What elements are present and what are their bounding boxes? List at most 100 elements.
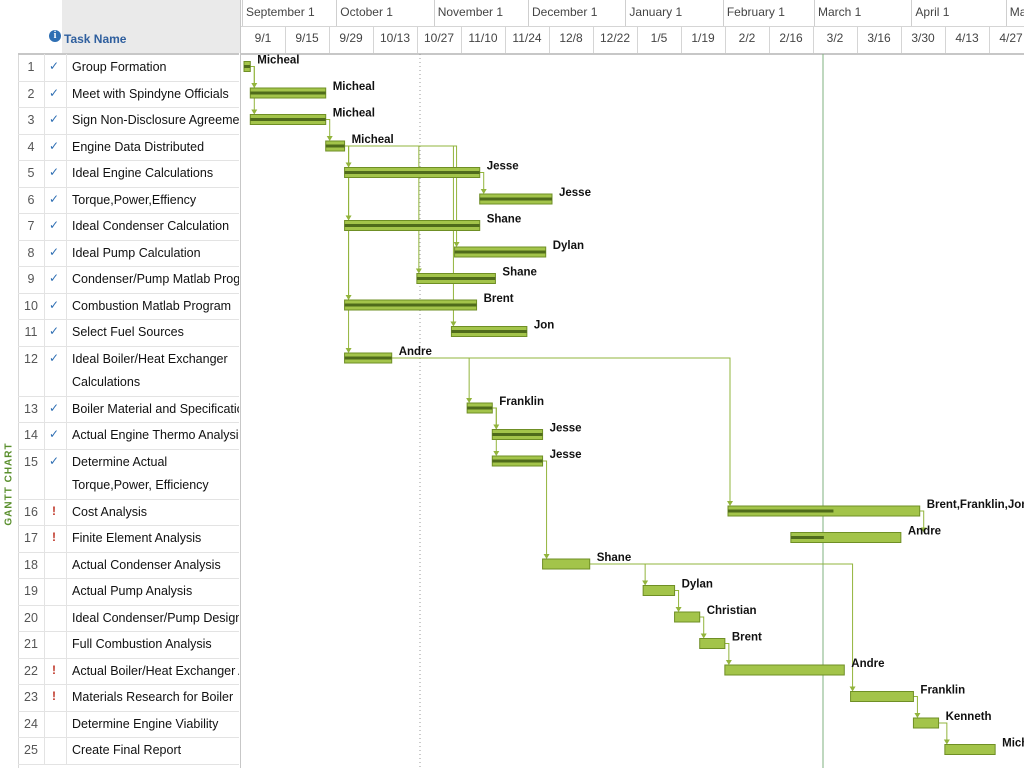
task-id: 17 [18,525,45,552]
dependency-link [724,643,730,662]
month-label: September 1 [246,5,315,19]
task-name[interactable]: Ideal Boiler/Heat Exchanger Calculations [66,345,239,396]
task-row[interactable]: 23! Materials Research for Boiler [18,684,239,712]
link-arrowhead [345,348,352,353]
task-row[interactable]: 14 ✓ Actual Engine Thermo Analysis [18,422,239,450]
complete-check-icon: ✓ [48,85,60,100]
task-name[interactable]: Determine Actual Torque,Power, Efficienc… [66,448,239,499]
complete-check-icon: ✓ [48,427,60,441]
task-id: 2 [18,80,45,107]
task-id: 18 [18,551,45,578]
resource-label: Shane [597,552,632,564]
resource-label: Kenneth [946,711,992,723]
task-name[interactable]: Ideal Condenser/Pump Design [66,604,239,631]
column-header-task-name[interactable]: Task Name [64,32,127,46]
task-row[interactable]: 17! Finite Element Analysis [18,525,239,553]
complete-check-icon: ✓ [48,59,60,73]
task-row[interactable]: 9✓ Condenser/Pump Matlab Program [18,266,239,294]
month-divider [433,0,435,26]
task-name[interactable]: Actual Boiler/Heat Exchanger Analys [66,657,239,684]
month-label: October 1 [340,5,393,19]
task-row[interactable]: 18 Actual Condenser Analysis [18,551,239,579]
task-name[interactable]: Boiler Material and Specifications [66,395,239,422]
indicator-cell [46,737,62,763]
link-arrowhead [466,398,473,403]
week-label: 2/16 [779,31,803,45]
month-label: March 1 [818,5,862,19]
task-row[interactable]: 8 ✓ Ideal Pump Calculation [18,239,239,267]
task-name[interactable]: Condenser/Pump Matlab Program [66,266,239,293]
dependency-link [344,145,458,244]
task-row[interactable]: 21 Full Combustion Analysis [18,631,239,659]
task-name[interactable]: Ideal Pump Calculation [66,239,239,266]
task-row[interactable]: 6 ✓ Torque,Power,Effiency [18,186,239,214]
month-divider [911,0,913,26]
task-name[interactable]: Select Fuel Sources [66,319,239,346]
resource-alert-icon: ! [52,662,56,677]
dependency-link [919,510,925,530]
progress-bar [244,65,251,68]
info-icon[interactable]: i [49,30,61,42]
task-name[interactable]: Engine Data Distributed [66,133,239,160]
task-row[interactable]: 7 ✓ Ideal Condenser Calculation [18,213,239,241]
tier-divider [241,26,1024,27]
resource-label: Brent,Franklin,Jon,Micheal [927,499,1024,511]
week-label: 9/15 [295,31,319,45]
dependency-link [344,145,350,218]
task-name[interactable]: Ideal Condenser Calculation [66,213,239,240]
link-arrowhead [543,554,550,559]
resource-label: Andre [908,526,941,538]
task-bar [674,611,701,623]
task-row[interactable]: 5 ✓ Ideal Engine Calculations [18,160,239,188]
task-name[interactable]: Actual Condenser Analysis [66,551,239,578]
task-row[interactable]: 4 ✓ Engine Data Distributed [18,133,239,161]
month-divider [1005,0,1007,26]
task-row[interactable]: 2 ✓ Meet with Spindyne Officials [18,80,239,108]
week-divider [681,26,682,53]
task-row[interactable]: 24 Determine Engine Viability [18,710,239,738]
dependency-link [699,616,705,636]
task-row[interactable]: 10 ✓ Combustion Matlab Program [18,292,239,320]
task-row[interactable]: 13 ✓ Boiler Material and Specifications [18,395,239,423]
task-row[interactable]: 1 ✓ Group Formation [18,54,239,82]
task-row[interactable]: 19 Actual Pump Analysis [18,578,239,606]
link-arrowhead [450,321,457,327]
task-name[interactable]: Finite Element Analysis [66,525,239,552]
task-name[interactable]: Full Combustion Analysis [66,631,239,658]
task-name[interactable]: Meet with Spindyne Officials [66,80,239,107]
task-name[interactable]: Cost Analysis [66,498,239,525]
link-arrowhead [700,633,707,639]
task-name[interactable]: Group Formation [66,54,239,81]
task-bar [850,691,914,702]
task-name[interactable]: Combustion Matlab Program [66,292,239,319]
task-name[interactable]: Materials Research for Boiler [66,684,239,711]
resource-label: Shane [502,267,537,279]
task-name[interactable]: Ideal Engine Calculations [66,160,239,187]
task-row[interactable]: 3 ✓ Sign Non-Disclosure Agreements [18,107,239,135]
task-name[interactable]: Create Final Report [66,737,239,764]
task-name[interactable]: Actual Pump Analysis [66,578,239,605]
task-row[interactable]: 20 Ideal Condenser/Pump Design [18,604,239,632]
complete-check-icon: ✓ [48,112,60,126]
task-name[interactable]: Actual Engine Thermo Analysis [66,422,239,449]
task-row[interactable]: 25 Create Final Report [18,737,239,765]
progress-bar [790,536,824,539]
task-name[interactable]: Sign Non-Disclosure Agreements [66,107,239,134]
view-bar[interactable]: GANTT CHART [0,54,19,768]
task-row[interactable]: 22! Actual Boiler/Heat Exchanger Analys [18,657,239,685]
task-row[interactable]: 16! Cost Analysis [18,498,239,526]
task-name[interactable]: Torque,Power,Effiency [66,186,239,213]
task-name[interactable]: Determine Engine Viability [66,710,239,737]
resource-label: Micheal [352,134,394,146]
task-row[interactable]: 11 ✓ Select Fuel Sources [18,319,239,347]
week-label: 3/2 [826,31,844,45]
task-row[interactable]: 12 ✓ Ideal Boiler/Heat Exchanger Calculati… [18,345,239,397]
dependency-link [391,357,731,503]
task-id: 24 [18,710,45,737]
gantt-chart-area[interactable]: Micheal Micheal Micheal Micheal Jesse Jesse Sh… [240,54,1024,768]
task-row[interactable]: 15 ✓ Determine Actual Torque,Power, Effici… [18,448,239,500]
week-divider [901,26,902,53]
complete-check-icon: ✓ [48,453,60,468]
week-divider [417,26,418,53]
